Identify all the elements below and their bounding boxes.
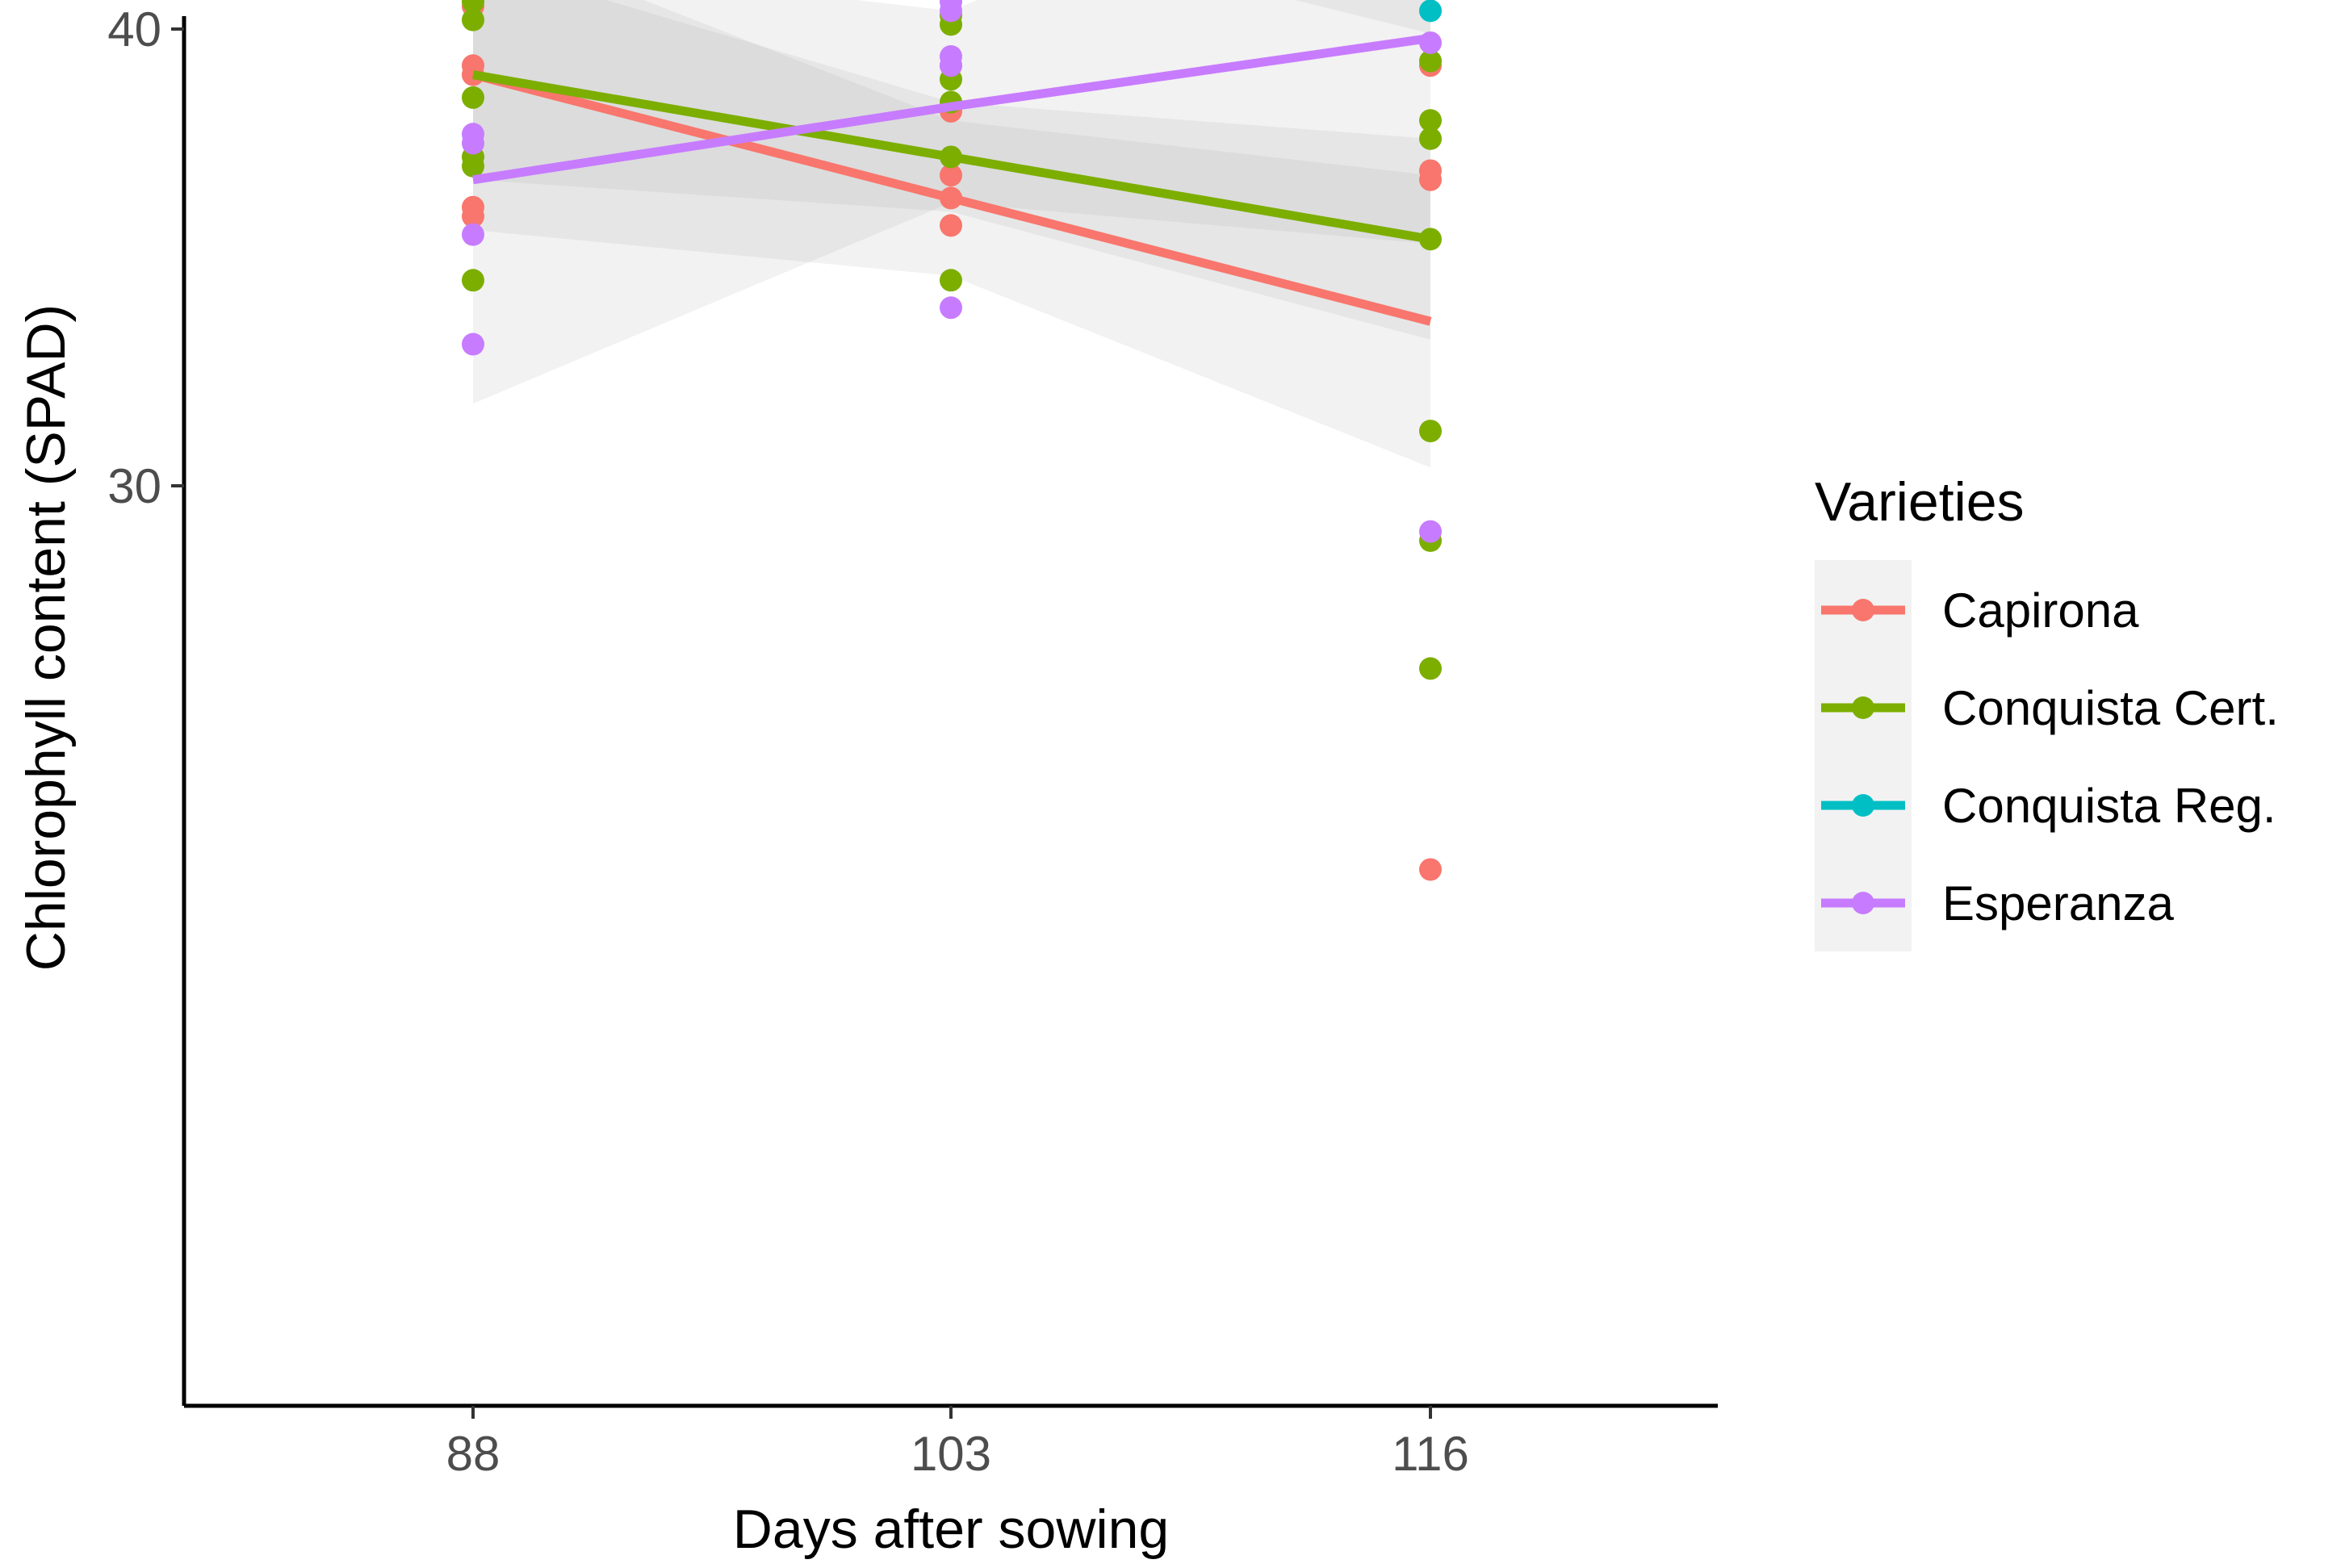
y-tick-label: 40 <box>107 2 161 56</box>
data-point <box>1419 49 1442 73</box>
data-point <box>940 164 962 187</box>
x-tick-label: 103 <box>911 1427 991 1481</box>
legend-key-background <box>1815 560 1912 951</box>
data-point <box>1419 0 1442 23</box>
data-point <box>462 154 484 178</box>
legend-key-point <box>1852 696 1874 719</box>
legend: Varieties Capirona Conquista Cert. Conquis… <box>1815 471 2279 951</box>
data-point <box>462 223 484 246</box>
fit-line-esperanza <box>472 33 1431 185</box>
legend-label: Esperanza <box>1942 876 2174 930</box>
data-point <box>1419 168 1442 191</box>
confidence-band-conquista-reg <box>1294 0 1430 34</box>
legend-label: Capirona <box>1942 583 2139 638</box>
data-point <box>1419 109 1442 132</box>
x-tick-label: 116 <box>1392 1427 1469 1481</box>
legend-label: Conquista Reg. <box>1942 779 2276 833</box>
data-point <box>940 296 962 320</box>
data-point <box>940 214 962 237</box>
data-point <box>940 0 962 23</box>
y-axis-title: Chlorophyll content (SPAD) <box>15 304 77 971</box>
fit-line-capirona <box>471 70 1432 326</box>
legend-key-point <box>1852 794 1874 817</box>
data-point <box>940 54 962 77</box>
data-point <box>1419 520 1442 543</box>
data-point <box>462 86 484 109</box>
data-point <box>462 8 484 31</box>
legend-key-point <box>1852 599 1874 621</box>
legend-key-point <box>1852 892 1874 914</box>
data-point <box>462 332 484 356</box>
x-tick-label: 88 <box>446 1427 500 1481</box>
fit-line-conquista-cert <box>472 70 1431 244</box>
x-ticks: 88 103 116 <box>446 1406 1469 1481</box>
data-point <box>1419 858 1442 881</box>
data-point <box>1419 127 1442 150</box>
data-point <box>1419 420 1442 443</box>
data-point <box>1419 657 1442 680</box>
data-point <box>462 269 484 292</box>
fit-lines <box>471 33 1432 326</box>
data-point <box>462 0 484 14</box>
legend-items: Capirona Conquista Cert. Conquista Reg. Esp… <box>1821 583 2279 930</box>
data-point <box>940 269 962 292</box>
data-point <box>462 205 484 228</box>
data-point <box>462 132 484 155</box>
y-tick-label: 30 <box>107 459 161 513</box>
x-axis-title: Days after sowing <box>733 1499 1169 1560</box>
y-ticks: 304050 <box>107 2 184 513</box>
legend-label: Conquista Cert. <box>1942 681 2279 735</box>
legend-title: Varieties <box>1815 471 2025 533</box>
data-points <box>462 0 1442 881</box>
